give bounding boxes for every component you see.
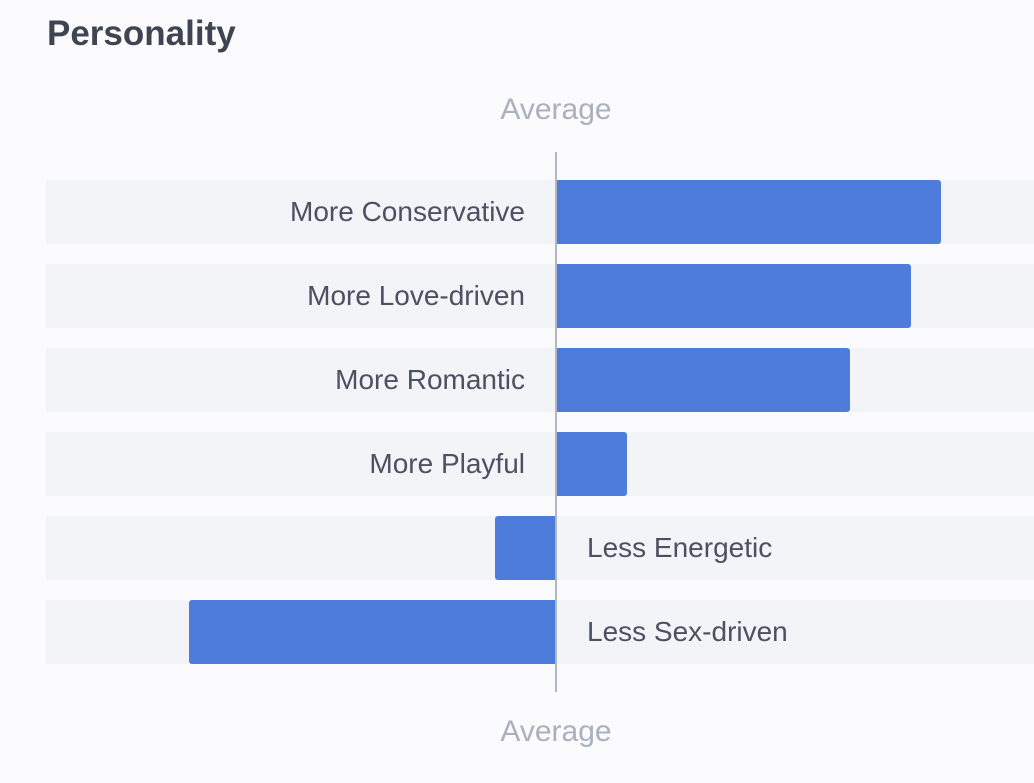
chart-bar (556, 348, 850, 412)
chart-category-label: More Love-driven (307, 280, 525, 311)
chart-row: Less Energetic (46, 516, 1034, 580)
chart-bar (556, 180, 942, 244)
chart-bar (494, 516, 556, 580)
baseline-label-top: Average (500, 93, 612, 126)
chart-category-label: Less Sex-driven (587, 616, 788, 647)
chart-row: More Conservative (46, 180, 1034, 244)
chart-row: More Playful (46, 432, 1034, 496)
chart-category-label: More Conservative (290, 196, 525, 227)
baseline-label-bottom: Average (500, 715, 612, 748)
chart-bar (556, 264, 911, 328)
chart-bar (556, 432, 627, 496)
chart-category-label: Less Energetic (587, 532, 773, 563)
section-title: Personality (47, 14, 236, 53)
personality-chart: More Conservative More Love-driven More Ro… (46, 180, 1034, 684)
chart-row: More Romantic (46, 348, 1034, 412)
chart-row: Less Sex-driven (46, 600, 1034, 664)
chart-bar (189, 600, 556, 664)
chart-row: More Love-driven (46, 264, 1034, 328)
chart-category-label: More Romantic (335, 364, 525, 395)
average-baseline (555, 152, 557, 692)
chart-category-label: More Playful (369, 448, 525, 479)
